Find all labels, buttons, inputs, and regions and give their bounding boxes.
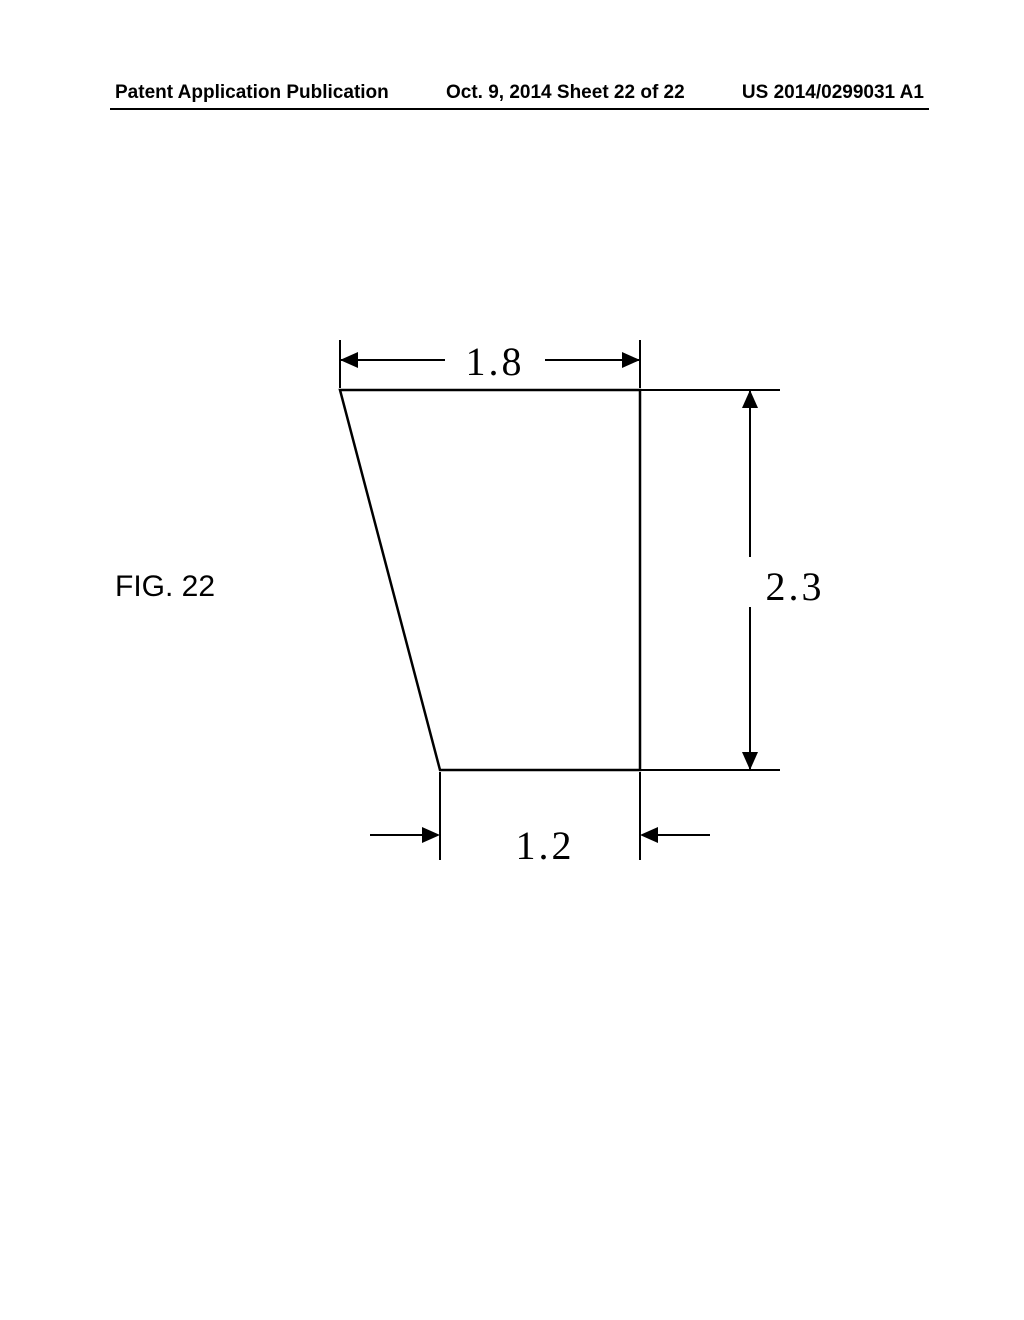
header-right-text: US 2014/0299031 A1 xyxy=(742,82,924,104)
header-left-text: Patent Application Publication xyxy=(115,82,389,104)
diagram-svg: 1.8 2.3 1.2 xyxy=(300,330,920,890)
figure-label: FIG. 22 xyxy=(115,570,215,604)
engineering-diagram: 1.8 2.3 1.2 xyxy=(300,330,920,890)
svg-text:2.3: 2.3 xyxy=(766,564,825,609)
header-center-text: Oct. 9, 2014 Sheet 22 of 22 xyxy=(446,82,685,104)
header-rule xyxy=(110,108,929,110)
svg-text:1.8: 1.8 xyxy=(466,339,525,384)
page-header: Patent Application Publication Oct. 9, 2… xyxy=(0,82,1024,104)
svg-text:1.2: 1.2 xyxy=(516,823,575,868)
